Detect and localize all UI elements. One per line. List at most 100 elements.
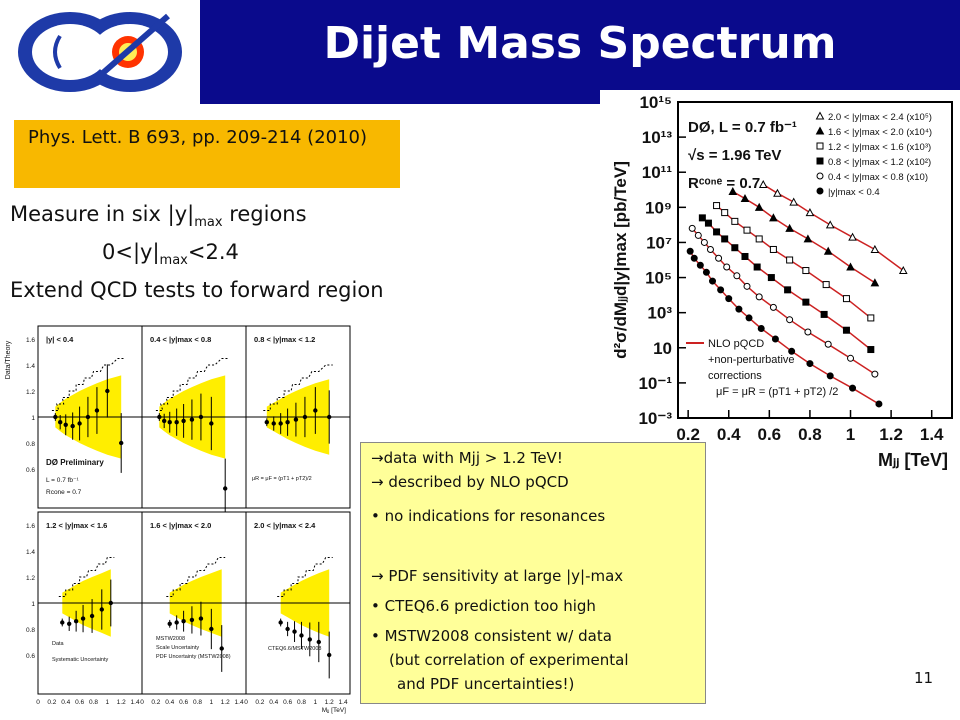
- y-tick-label: 10⁻³: [638, 409, 672, 428]
- data-point: [805, 208, 815, 217]
- slide-title: Dijet Mass Spectrum: [323, 18, 837, 69]
- panels-legend-entry: Systematic Uncertainty: [52, 657, 108, 663]
- ratio-point: [209, 421, 214, 426]
- panel-y-tick: 1.6: [26, 337, 35, 344]
- data-point: [769, 245, 777, 253]
- data-point: [698, 214, 706, 222]
- data-point: [842, 295, 850, 303]
- data-point: [713, 202, 721, 210]
- panels-x-label: Mⱼⱼ [TeV]: [322, 707, 346, 714]
- legend-marker: [816, 142, 824, 150]
- page-number: 11: [914, 669, 934, 687]
- ratio-point: [292, 629, 297, 634]
- ratio-point: [313, 408, 318, 413]
- cteq-ratio-line: [277, 557, 333, 597]
- ratio-point: [60, 620, 65, 625]
- ratio-point: [285, 626, 290, 632]
- data-point: [870, 244, 880, 253]
- data-point: [758, 179, 768, 189]
- data-point: [802, 298, 810, 306]
- panel-x-tick: 0.8: [89, 699, 98, 706]
- ratio-point: [157, 414, 162, 420]
- data-point: [694, 231, 702, 239]
- data-point: [757, 324, 765, 332]
- ratio-panels-chart: Data/Theory |y| < 0.4 0.6 0.8 1 1.2 1.4 1.6 0.4 …: [5, 325, 351, 714]
- panel-y-tick: 0.8: [26, 627, 35, 634]
- data-point: [755, 293, 763, 301]
- ratio-point: [80, 616, 86, 621]
- ratio-point: [167, 621, 172, 626]
- spectrum-chart: 10⁻³ 10⁻¹ 10 10³ 10⁵ 10⁷ 10⁹ 10¹¹ 10¹³ 10¹⁵ 0.2 0.4…: [611, 93, 953, 470]
- text-line-regions: Measure in six |y|max regions: [10, 202, 307, 230]
- panel-y-tick: 0.6: [26, 467, 35, 474]
- dzero-logo-icon: [4, 4, 196, 100]
- data-point: [769, 303, 777, 311]
- ratio-point: [302, 414, 308, 420]
- ratio-point: [198, 616, 204, 621]
- y-tick-label: 10³: [647, 304, 672, 323]
- legend-entry: |y|max < 0.4: [828, 187, 880, 198]
- panel-y-tick: 1.4: [26, 363, 35, 370]
- reference-text: Phys. Lett. B 693, pp. 209-214 (2010): [28, 127, 368, 148]
- panel-x-tick: 1: [106, 699, 110, 706]
- ratio-point: [105, 388, 110, 394]
- legend-entry: 0.8 < |y|max < 1.2 (x10²): [828, 157, 931, 168]
- panels-y-label: Data/Theory: [5, 340, 12, 379]
- ratio-point: [181, 418, 186, 424]
- legend-marker: [816, 187, 824, 195]
- data-point: [733, 272, 741, 280]
- x-tick-label: 0.8: [798, 425, 822, 444]
- data-point: [769, 213, 778, 222]
- ratio-point: [174, 420, 179, 425]
- scale-label: μR = μF = (pT1 + pT2)/2: [252, 476, 312, 482]
- panels-legend-entry: MSTW2008: [156, 636, 185, 642]
- panel-x-tick: 0.4: [165, 699, 174, 706]
- data-point: [735, 305, 743, 313]
- x-tick-label: 0.2: [676, 425, 700, 444]
- data-point: [822, 281, 830, 289]
- data-point: [867, 346, 875, 354]
- x-tick-label: 0.6: [758, 425, 782, 444]
- panel-x-tick: 1.2: [325, 699, 334, 706]
- data-point: [755, 235, 763, 243]
- note-line: • CTEQ6.6 prediction too high: [371, 597, 596, 615]
- data-point: [802, 267, 810, 275]
- panel-x-tick: 1.4: [131, 699, 140, 706]
- data-point: [871, 370, 879, 378]
- ratio-point: [73, 619, 79, 624]
- panel-y-tick: 0.8: [26, 441, 35, 448]
- ratio-point: [119, 440, 124, 446]
- note-line: → PDF sensitivity at large |y|-max: [371, 567, 624, 585]
- data-point: [753, 263, 761, 271]
- panel-y-tick: 1.2: [26, 575, 35, 582]
- ratio-panel: 0.4 < |y|max < 0.8: [141, 325, 247, 519]
- ratio-point: [181, 619, 186, 624]
- panel-x-tick: 0.4: [269, 699, 278, 706]
- note-line: • MSTW2008 consistent w/ data: [371, 627, 612, 645]
- panel-x-tick: 1.2: [117, 699, 126, 706]
- ratio-point: [99, 607, 104, 612]
- ratio-point: [94, 408, 100, 413]
- data-point: [804, 328, 812, 336]
- data-point: [741, 252, 749, 260]
- data-point: [826, 372, 834, 380]
- ratio-point: [299, 633, 304, 638]
- note-line: (but correlation of experimental: [389, 651, 629, 669]
- y-tick-label: 10⁷: [646, 233, 672, 252]
- panel-label: 0.8 < |y|max < 1.2: [254, 335, 315, 344]
- data-point: [702, 268, 710, 276]
- ratio-point: [53, 414, 58, 420]
- data-point: [731, 244, 739, 252]
- ratio-point: [264, 420, 269, 425]
- data-point: [846, 262, 855, 271]
- data-point: [786, 316, 794, 324]
- panel-x-tick: 0.6: [179, 699, 188, 706]
- note-line: →data with Mjj > 1.2 TeV!: [371, 449, 563, 467]
- panel-label: 1.6 < |y|max < 2.0: [150, 521, 211, 530]
- theory-legend-entry: +non-perturbative: [708, 354, 795, 366]
- legend-entry: 0.4 < |y|max < 0.8 (x10): [828, 172, 928, 183]
- ratio-panels: Data/Theory |y| < 0.4 0.6 0.8 1 1.2 1.4 1.6 0.4 …: [0, 320, 360, 715]
- experiment-label: DØ, L = 0.7 fb⁻¹: [688, 119, 797, 136]
- ratio-point: [223, 486, 228, 491]
- panel-x-tick: 0.8: [297, 699, 306, 706]
